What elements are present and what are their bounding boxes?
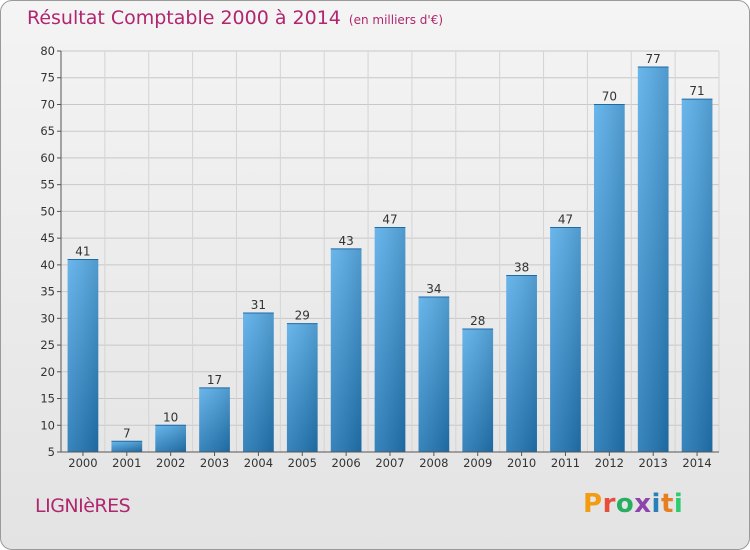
y-tick-label: 15 <box>40 392 55 406</box>
y-tick-label: 70 <box>40 97 55 111</box>
bar-shade <box>67 259 99 452</box>
x-tick-label: 2006 <box>331 456 360 470</box>
bar-shade <box>593 104 625 452</box>
bar-value-label: 47 <box>382 212 397 226</box>
y-tick-label: 20 <box>40 365 55 379</box>
bar-value-label: 43 <box>338 234 353 248</box>
proxiti-logo: Proxiti <box>583 489 683 519</box>
x-tick-label: 2002 <box>156 456 185 470</box>
bar-shade <box>550 227 581 452</box>
bar-value-label: 38 <box>514 261 529 275</box>
x-tick-label: 2004 <box>244 456 273 470</box>
x-tick-label: 2014 <box>682 456 711 470</box>
logo-letter: o <box>615 489 635 519</box>
y-tick-label: 60 <box>40 151 55 165</box>
x-tick-label: 2010 <box>507 456 536 470</box>
x-tick-label: 2008 <box>419 456 448 470</box>
y-tick-label: 10 <box>40 418 55 432</box>
y-tick-label: 30 <box>40 311 55 325</box>
y-tick-label: 50 <box>40 204 55 218</box>
logo-letter: t <box>660 489 674 519</box>
x-tick-label: 2012 <box>595 456 624 470</box>
y-tick-label: 35 <box>40 285 55 299</box>
y-tick-label: 55 <box>40 178 55 192</box>
x-tick-label: 2000 <box>68 456 97 470</box>
logo-letter: r <box>602 489 616 519</box>
x-tick-label: 2005 <box>288 456 317 470</box>
bar-value-label: 17 <box>207 373 222 387</box>
bar-value-label: 77 <box>646 52 661 66</box>
bar-shade <box>243 312 274 452</box>
logo-letter: i <box>673 489 684 519</box>
y-tick-label: 45 <box>40 231 55 245</box>
bar-shade <box>462 329 494 452</box>
bar-value-label: 7 <box>123 426 131 440</box>
bar-shade <box>506 275 537 452</box>
title-text: Résultat Comptable 2000 à 2014 <box>27 7 341 29</box>
bar-shade <box>330 248 362 452</box>
x-tick-label: 2007 <box>375 456 404 470</box>
y-tick-label: 65 <box>40 124 55 138</box>
commune-name: LIGNIèRES <box>35 495 131 517</box>
bar-value-label: 41 <box>75 245 90 259</box>
bar-shade <box>681 99 713 453</box>
chart-title: Résultat Comptable 2000 à 2014 (en millie… <box>27 7 443 29</box>
bar-value-label: 34 <box>426 282 441 296</box>
bar-shade <box>286 323 318 452</box>
bar-shade <box>418 296 450 452</box>
x-tick-label: 2009 <box>463 456 492 470</box>
x-tick-label: 2001 <box>112 456 141 470</box>
bar-shade <box>374 227 406 452</box>
bar-shade <box>637 67 669 452</box>
y-tick-label: 25 <box>40 338 55 352</box>
y-tick-label: 5 <box>48 445 55 459</box>
logo-letter: P <box>583 489 603 519</box>
y-tick-label: 40 <box>40 258 55 272</box>
bar-value-label: 70 <box>602 89 617 103</box>
x-tick-label: 2011 <box>551 456 580 470</box>
y-tick-label: 80 <box>40 44 55 58</box>
logo-letter: x <box>634 489 652 519</box>
bar-value-label: 29 <box>295 309 310 323</box>
logo-letter: i <box>651 489 661 519</box>
bar-value-label: 47 <box>558 212 573 226</box>
x-tick-label: 2013 <box>639 456 668 470</box>
bar-shade <box>199 387 230 452</box>
y-tick-label: 75 <box>40 71 55 85</box>
x-tick-label: 2003 <box>200 456 229 470</box>
bar-value-label: 71 <box>689 84 704 98</box>
bar-shade <box>155 425 187 452</box>
bar-value-label: 28 <box>470 314 485 328</box>
title-unit: (en milliers d'€) <box>348 13 444 27</box>
bar-value-label: 10 <box>163 410 178 424</box>
bar-value-label: 31 <box>251 298 266 312</box>
bar-shade <box>111 441 143 452</box>
